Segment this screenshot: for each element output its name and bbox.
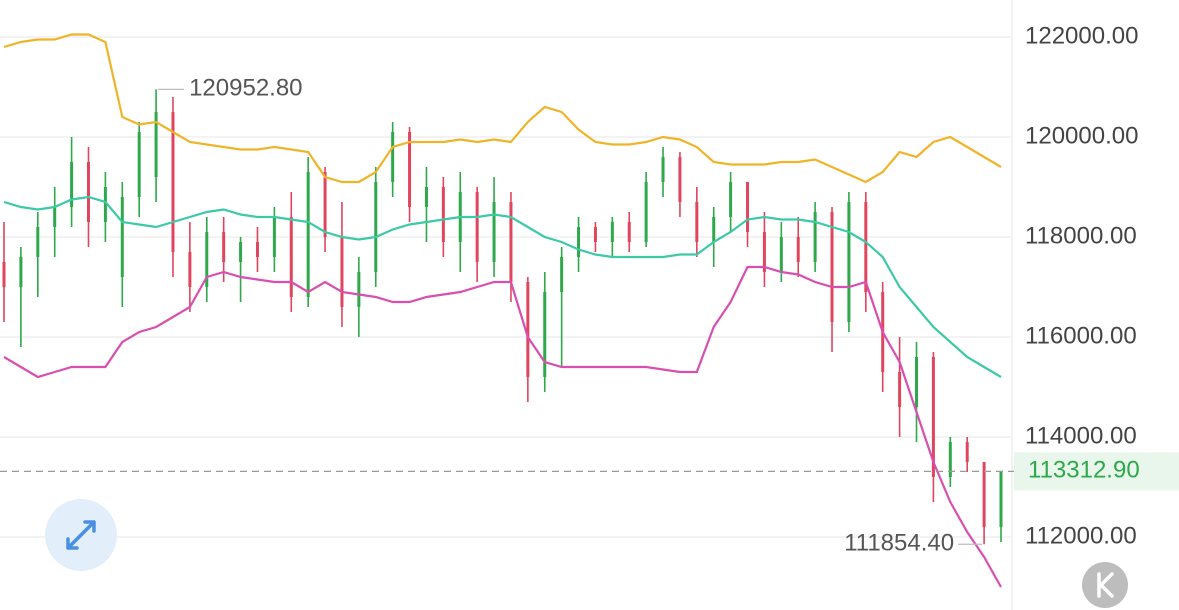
candle-body: [441, 187, 445, 242]
candle-body: [188, 252, 192, 287]
candle-body: [205, 232, 209, 287]
candle-body: [695, 202, 699, 242]
candle-body: [255, 242, 259, 257]
candle-body: [779, 237, 783, 272]
candle-body: [408, 132, 412, 207]
candle-body: [36, 227, 40, 257]
y-tick-label: 122000.00: [1025, 22, 1138, 49]
candle-body: [53, 207, 57, 227]
candle-body: [374, 182, 378, 272]
candle-body: [357, 272, 361, 307]
candle-body: [475, 192, 479, 262]
candle-body: [526, 282, 530, 377]
candle-body: [509, 202, 513, 282]
candle-body: [593, 227, 597, 242]
min-label: 111854.40: [844, 530, 954, 557]
candle-body: [712, 217, 716, 242]
last-price-box: [1014, 452, 1179, 491]
candle-body: [577, 227, 581, 257]
candle-body: [306, 172, 310, 297]
reset-icon[interactable]: [1097, 572, 1114, 598]
candle-body: [171, 112, 175, 252]
candle-body: [120, 197, 124, 277]
y-tick-label: 114000.00: [1025, 422, 1137, 449]
candle-body: [729, 182, 733, 217]
candle-body: [830, 212, 834, 322]
candle-body: [154, 112, 158, 177]
candle-body: [70, 162, 74, 207]
max-label: 120952.80: [189, 75, 302, 102]
candle-body: [560, 257, 564, 292]
expand-icon[interactable]: [66, 520, 96, 550]
candle-body: [813, 212, 817, 262]
candle-body: [239, 242, 243, 262]
last-price-label: 113312.90: [1028, 457, 1140, 484]
candle-body: [931, 357, 935, 477]
candle-body: [915, 357, 919, 407]
candle-body: [543, 292, 547, 377]
candle-body: [746, 182, 750, 232]
candle-body: [391, 132, 395, 182]
y-tick-label: 118000.00: [1025, 222, 1137, 249]
candle-body: [999, 471, 1003, 527]
band-line: [3, 265, 1002, 588]
candle-body: [103, 187, 107, 222]
candle-body: [424, 187, 428, 207]
candle-body: [948, 442, 952, 477]
y-tick-label: 116000.00: [1025, 322, 1137, 349]
candle-body: [847, 202, 851, 322]
reset-button[interactable]: [1082, 562, 1128, 608]
candle-body: [272, 217, 276, 257]
candle-body: [661, 157, 665, 182]
candle-body: [982, 462, 986, 527]
candle-body: [2, 262, 6, 287]
candle-body: [796, 237, 800, 262]
candle-body: [627, 222, 631, 242]
candle-body: [19, 257, 23, 287]
candle-body: [86, 162, 90, 222]
candle-body: [762, 232, 766, 272]
reset-circle[interactable]: [1082, 562, 1128, 608]
candle-body: [898, 372, 902, 407]
candle-body: [610, 222, 614, 242]
candle-body: [678, 157, 682, 202]
candle-body: [965, 442, 969, 462]
candle-body: [492, 202, 496, 262]
candle-body: [340, 237, 344, 307]
candle-body: [222, 232, 226, 262]
candle-body: [323, 172, 327, 237]
candle-body: [644, 182, 648, 242]
candle-body: [289, 217, 293, 297]
y-tick-label: 112000.00: [1025, 522, 1137, 549]
y-tick-label: 120000.00: [1025, 122, 1138, 149]
plot: 112000.00 114000.00 116000.00 118000.00 1200…: [0, 22, 1179, 588]
band-line: [3, 33, 1002, 184]
expand-button[interactable]: [45, 499, 117, 571]
candle-body: [137, 132, 141, 197]
band-line: [3, 195, 1002, 378]
candle-body: [864, 202, 868, 292]
